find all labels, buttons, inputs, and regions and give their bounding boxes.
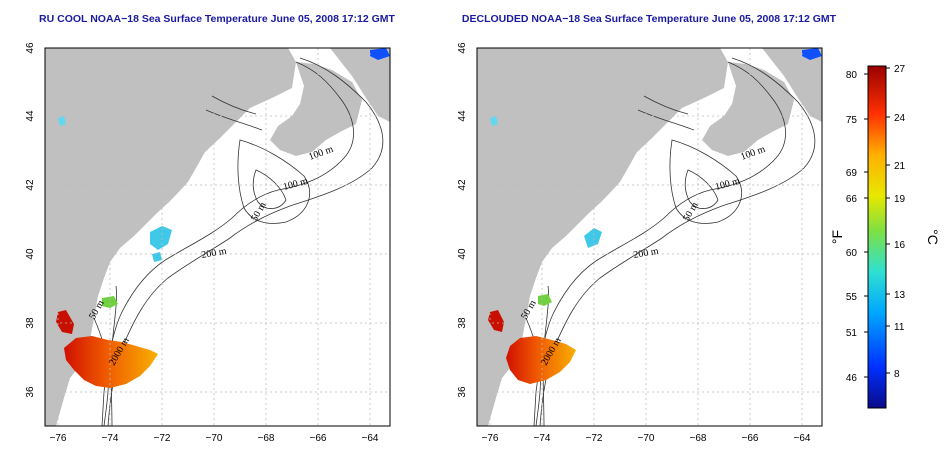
lat-tick: 44 xyxy=(25,110,36,122)
contour-label: 200 m xyxy=(201,246,228,261)
depth-contours xyxy=(525,57,816,426)
celsius-tick: 8 xyxy=(894,369,900,380)
green-patch xyxy=(538,294,552,306)
inshore-red-patch xyxy=(488,310,504,332)
warm-sst-patch xyxy=(506,336,576,384)
lat-tick: 46 xyxy=(25,42,36,54)
lon-tick: −64 xyxy=(362,433,379,444)
lon-tick: −66 xyxy=(310,433,327,444)
left-map-panel: RU COOL NOAA−18 Sea Surface Temperature … xyxy=(25,13,396,444)
lat-tick: 42 xyxy=(457,179,468,191)
fahrenheit-tick: 80 xyxy=(846,70,858,81)
warm-sst-patch xyxy=(64,336,158,388)
cyan-patch xyxy=(584,228,602,248)
green-patch xyxy=(102,296,118,308)
celsius-tick: 16 xyxy=(894,240,906,251)
left-panel-title: RU COOL NOAA−18 Sea Surface Temperature … xyxy=(39,13,395,25)
lon-tick: −70 xyxy=(638,433,655,444)
lat-tick: 38 xyxy=(457,317,468,329)
cyan-patch-north xyxy=(58,116,66,126)
lon-tick: −74 xyxy=(534,433,551,444)
cyan-patch-north xyxy=(490,116,498,126)
fahrenheit-tick: 51 xyxy=(846,328,858,339)
lon-tick: −76 xyxy=(482,433,499,444)
fahrenheit-tick: 46 xyxy=(846,373,858,384)
left-map-frame xyxy=(44,47,391,427)
celsius-label: °C xyxy=(925,229,941,245)
nova-scotia-land xyxy=(270,62,362,156)
right-map-panel: DECLOUDED NOAA−18 Sea Surface Temperatur… xyxy=(457,13,837,444)
nova-scotia-land xyxy=(702,62,794,156)
fahrenheit-label: °F xyxy=(829,230,845,244)
right-grid xyxy=(477,47,822,426)
right-lon-ticks: −76 −74 −72 −70 −68 −66 −64 xyxy=(482,433,811,444)
inshore-red-patch xyxy=(56,310,74,334)
celsius-ticks xyxy=(886,67,890,374)
celsius-tick: 19 xyxy=(894,194,906,205)
cyan-patch xyxy=(150,226,172,250)
colorbar-scale xyxy=(867,65,887,409)
fahrenheit-tick: 75 xyxy=(846,115,858,126)
lon-tick: −66 xyxy=(742,433,759,444)
lat-tick: 40 xyxy=(457,248,468,260)
left-grid xyxy=(45,47,390,426)
lat-tick: 44 xyxy=(457,110,468,122)
fahrenheit-tick: 60 xyxy=(846,248,858,259)
right-map-frame xyxy=(476,47,823,427)
lat-tick: 40 xyxy=(25,248,36,260)
right-lat-ticks: 36 38 40 42 44 46 xyxy=(457,42,468,398)
celsius-tick: 21 xyxy=(894,161,906,172)
lon-tick: −76 xyxy=(50,433,67,444)
lon-tick: −74 xyxy=(102,433,119,444)
cyan-patch-small xyxy=(152,252,162,262)
lat-tick: 36 xyxy=(457,386,468,398)
land-mass xyxy=(45,48,296,426)
fahrenheit-tick: 69 xyxy=(846,168,858,179)
fahrenheit-tick: 66 xyxy=(846,194,858,205)
colorbar: 80 75 69 66 60 55 51 46 27 24 21 19 16 1… xyxy=(829,64,941,409)
lon-tick: −64 xyxy=(794,433,811,444)
fahrenheit-tick: 55 xyxy=(846,292,858,303)
left-lat-ticks: 36 38 40 42 44 46 xyxy=(25,42,36,398)
contour-label: 200 m xyxy=(633,246,660,261)
lon-tick: −72 xyxy=(154,433,171,444)
lat-tick: 36 xyxy=(25,386,36,398)
right-panel-title: DECLOUDED NOAA−18 Sea Surface Temperatur… xyxy=(462,13,837,25)
lat-tick: 42 xyxy=(25,179,36,191)
lat-tick: 46 xyxy=(457,42,468,54)
lon-tick: −72 xyxy=(586,433,603,444)
celsius-tick: 13 xyxy=(894,290,906,301)
land-mass xyxy=(477,48,728,426)
newfoundland-land xyxy=(330,48,390,122)
lat-tick: 38 xyxy=(25,317,36,329)
celsius-tick: 27 xyxy=(894,64,906,75)
sst-patches xyxy=(488,48,822,384)
blue-patch xyxy=(370,48,390,60)
celsius-tick: 11 xyxy=(894,322,905,333)
lon-tick: −68 xyxy=(690,433,707,444)
fahrenheit-ticks xyxy=(864,73,868,378)
blue-patch xyxy=(802,48,822,60)
newfoundland-land xyxy=(762,48,822,122)
left-lon-ticks: −76 −74 −72 −70 −68 −66 −64 xyxy=(50,433,379,444)
sst-patches xyxy=(56,48,390,388)
lon-tick: −68 xyxy=(258,433,275,444)
celsius-tick: 24 xyxy=(894,113,906,124)
lon-tick: −70 xyxy=(206,433,223,444)
